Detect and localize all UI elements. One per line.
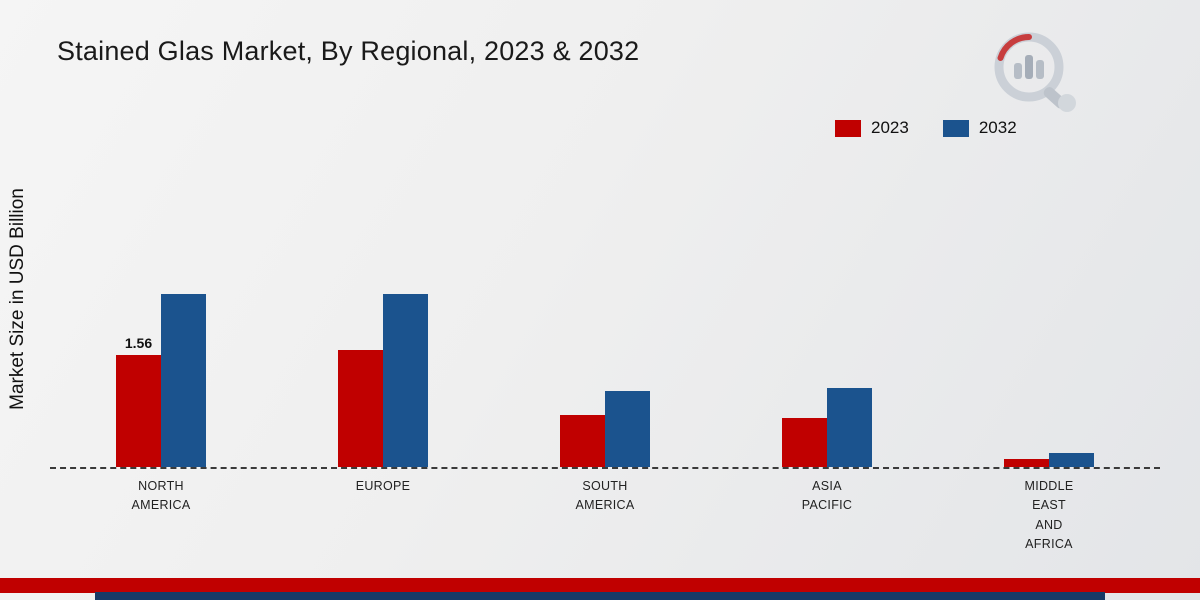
- legend-item-2032: 2032: [942, 118, 1017, 138]
- bar-2032-middle-east-and-africa: [1049, 453, 1094, 467]
- category-label-north-america: NORTH AMERICA: [131, 479, 191, 513]
- legend-label-2032: 2032: [978, 118, 1017, 137]
- bottom-red-band: [0, 578, 1200, 593]
- category-label-middle-east-and-africa: MIDDLE EAST AND AFRICA: [1024, 479, 1074, 552]
- category-label-asia-pacific: ASIA PACIFIC: [801, 479, 853, 513]
- bar-2032-south-america: [605, 391, 650, 467]
- bar-2023-north-america: [116, 355, 161, 467]
- bar-2032-europe: [383, 294, 428, 467]
- bar-2023-asia-pacific: [782, 418, 827, 467]
- legend-swatch-2023: [835, 119, 861, 137]
- legend: 2023 2032: [835, 118, 1017, 138]
- category-label-europe: EUROPE: [355, 479, 411, 493]
- legend-label-2023: 2023: [871, 118, 909, 137]
- bar-value-label: 1.56: [124, 335, 153, 351]
- bar-2023-south-america: [560, 415, 605, 467]
- bar-2023-europe: [338, 350, 383, 467]
- brand-logo: [994, 32, 1076, 112]
- legend-swatch-2032: [942, 119, 969, 137]
- bar-chart-plot-area: NORTH AMERICA EUROPE SOUTH AMERICA ASIA PAC…: [50, 120, 1160, 551]
- y-axis-label: Market Size in USD Billion: [7, 188, 28, 410]
- category-label-south-america: SOUTH AMERICA: [575, 479, 635, 513]
- chart-title: Stained Glas Market, By Regional, 2023 &…: [57, 36, 640, 66]
- bottom-blue-band: [95, 592, 1105, 600]
- legend-item-2023: 2023: [835, 118, 909, 138]
- bar-2032-asia-pacific: [827, 388, 872, 467]
- bar-2032-north-america: [161, 294, 206, 467]
- bar-2023-middle-east-and-africa: [1004, 459, 1049, 467]
